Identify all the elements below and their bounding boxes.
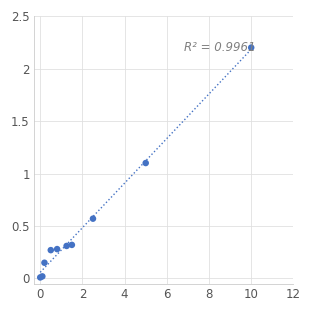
Text: R² = 0.9961: R² = 0.9961 [184, 41, 255, 54]
Point [90, 216, 95, 221]
Point [143, 161, 148, 166]
Point [40, 274, 45, 279]
Point [55, 246, 60, 251]
Point [48, 248, 53, 253]
Point [69, 242, 74, 247]
Point [64, 243, 69, 248]
Point [42, 260, 47, 265]
Point [249, 45, 254, 50]
Point [38, 275, 43, 280]
